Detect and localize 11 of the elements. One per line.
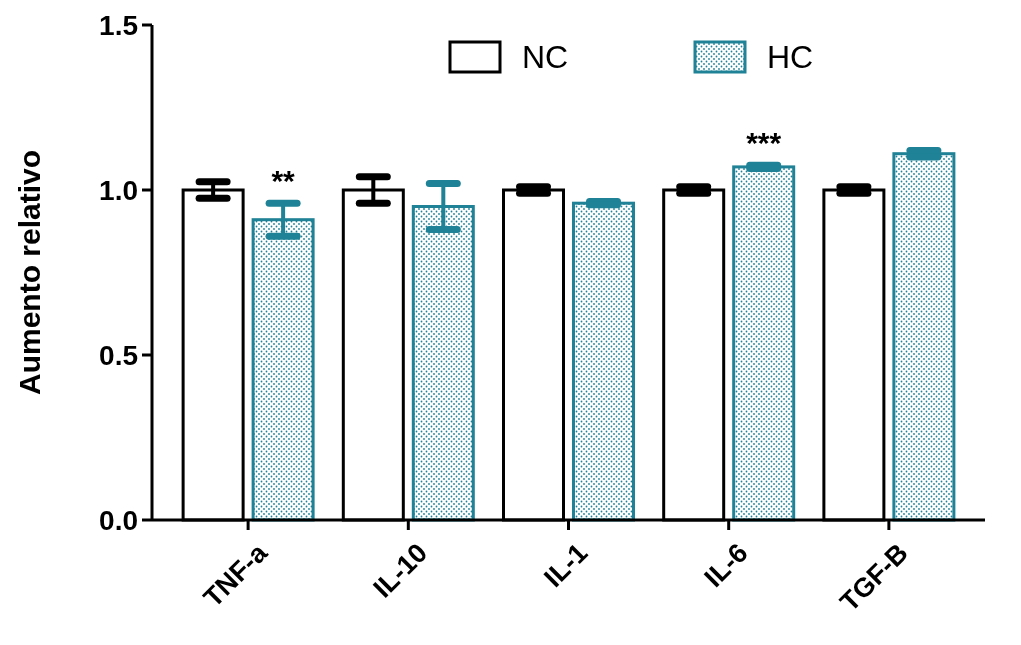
annotation: *** <box>746 126 782 160</box>
y-tick-label: 0.0 <box>99 504 138 536</box>
y-tick-label: 1.0 <box>99 174 138 206</box>
annotation: ** <box>271 164 296 198</box>
legend-label: NC <box>522 39 569 76</box>
x-tick-label: IL-1 <box>538 537 594 593</box>
y-tick-label: 1.5 <box>99 9 138 41</box>
x-tick-label: IL-6 <box>698 537 754 593</box>
legend-label: HC <box>767 39 814 76</box>
y-axis-title: Aumento relativo <box>13 149 46 396</box>
y-tick-label: 0.5 <box>99 339 138 371</box>
